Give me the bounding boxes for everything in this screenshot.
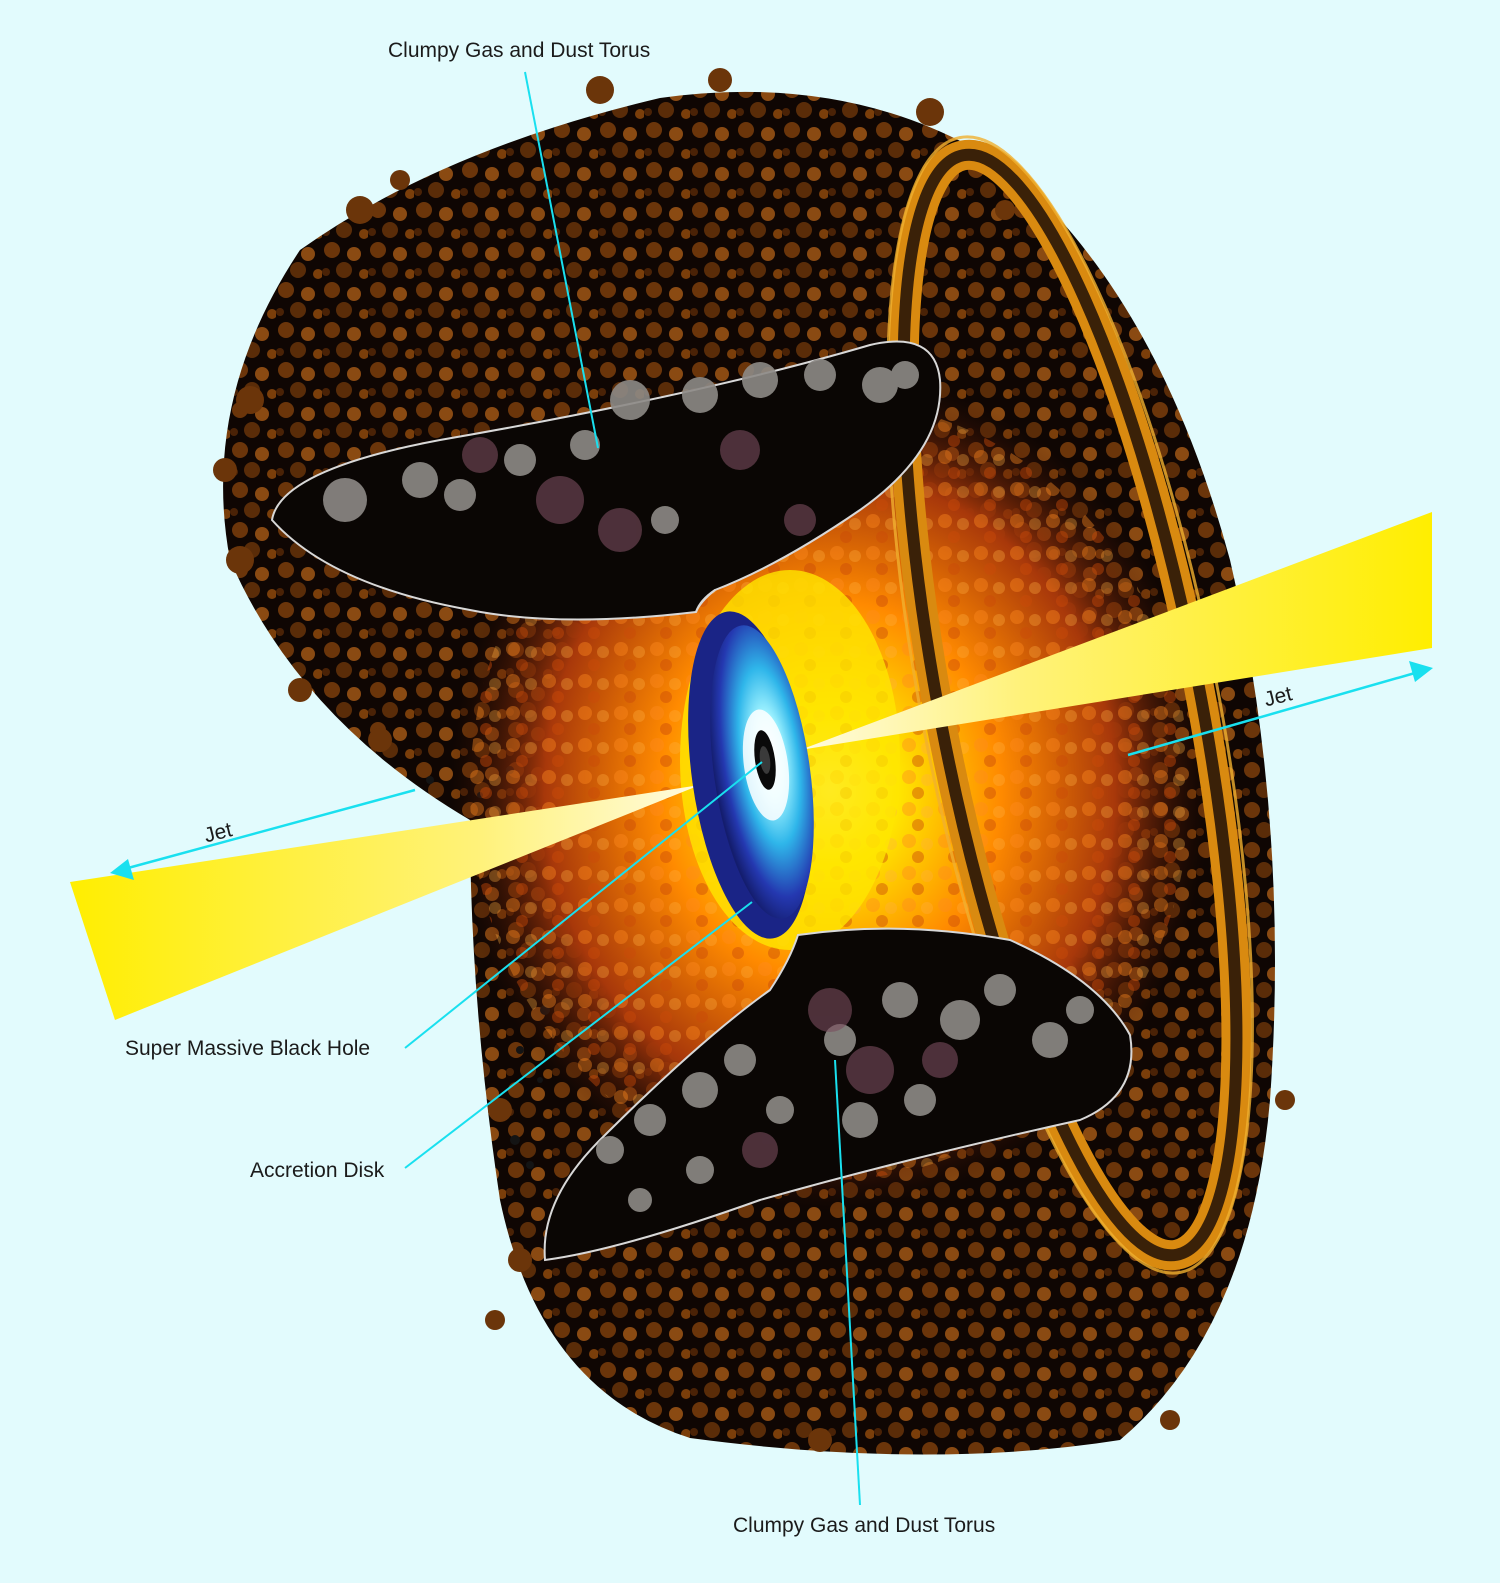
leader-torus-bottom xyxy=(834,1059,861,1506)
black-hole-label: Super Massive Black Hole xyxy=(125,1037,371,1060)
black-hole xyxy=(754,730,776,790)
jet-arrows xyxy=(110,661,1433,880)
torus-bottom-label: Clumpy Gas and Dust Torus xyxy=(733,1514,996,1537)
jet-right-arrow xyxy=(1127,671,1416,757)
leader-accretion-disk xyxy=(404,901,753,1169)
leader-torus-top xyxy=(524,71,599,449)
jet-left-cone xyxy=(70,785,700,1020)
jet-right-cone xyxy=(800,512,1432,750)
leader-lines xyxy=(404,71,861,1506)
upper-cross-section xyxy=(270,340,942,621)
lower-cross-section xyxy=(543,927,1133,1262)
leader-black-hole xyxy=(404,761,763,1049)
accretion-disk-label: Accretion Disk xyxy=(250,1159,385,1182)
torus-top-label: Clumpy Gas and Dust Torus xyxy=(388,39,651,62)
jet-right-arrowhead xyxy=(1409,661,1433,682)
jet-left-arrow xyxy=(127,788,416,870)
jet-left-arrowhead xyxy=(110,859,134,880)
